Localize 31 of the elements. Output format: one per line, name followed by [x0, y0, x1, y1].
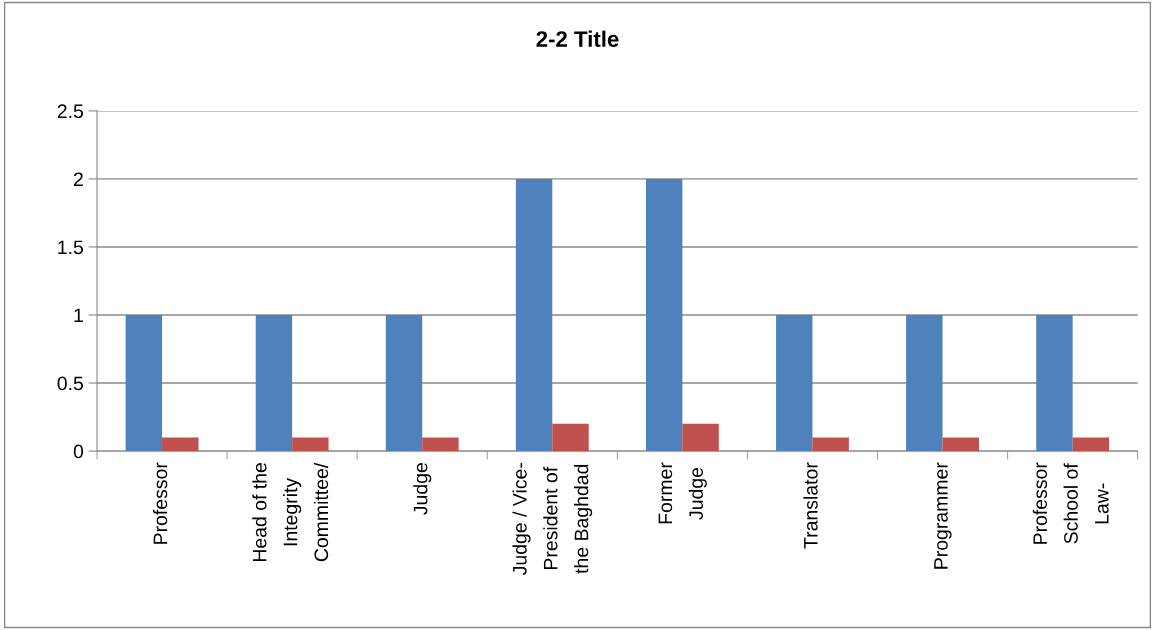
bar	[645, 178, 683, 452]
y-tick-label: 1.5	[58, 240, 84, 255]
bar	[552, 423, 589, 452]
x-tick-label: Former Judge	[658, 462, 707, 524]
bar	[942, 437, 979, 452]
bar	[125, 315, 163, 452]
bar	[385, 315, 423, 452]
bar	[906, 315, 943, 452]
bar	[682, 423, 719, 452]
y-tick-label: 2.5	[57, 104, 84, 119]
bar	[776, 315, 813, 452]
x-tick-label: Judge / Vice- President of the Baghdad	[512, 463, 593, 576]
x-tick-label: Professor School of Law-	[1032, 462, 1109, 544]
bar	[515, 178, 553, 452]
y-tick-label: 0.5	[57, 376, 84, 391]
y-tick-label: 2	[73, 172, 83, 186]
bar	[422, 437, 459, 452]
y-tick-label: 0	[73, 444, 84, 459]
x-tick-label: Professor	[153, 462, 168, 544]
bar	[1072, 437, 1110, 452]
x-tick-label: Head of the Integrity Committee/	[252, 462, 329, 562]
bar	[162, 437, 199, 452]
bar	[1036, 315, 1073, 452]
bar	[292, 437, 329, 452]
x-tick-label: Judge	[413, 463, 432, 515]
y-tick-label: 1	[74, 308, 83, 323]
bar	[812, 437, 849, 452]
bar	[255, 315, 293, 452]
x-tick-label: Programmer	[934, 462, 952, 569]
chart-title: 2-2 Title	[536, 30, 619, 47]
x-tick-label: Translator	[803, 462, 818, 549]
